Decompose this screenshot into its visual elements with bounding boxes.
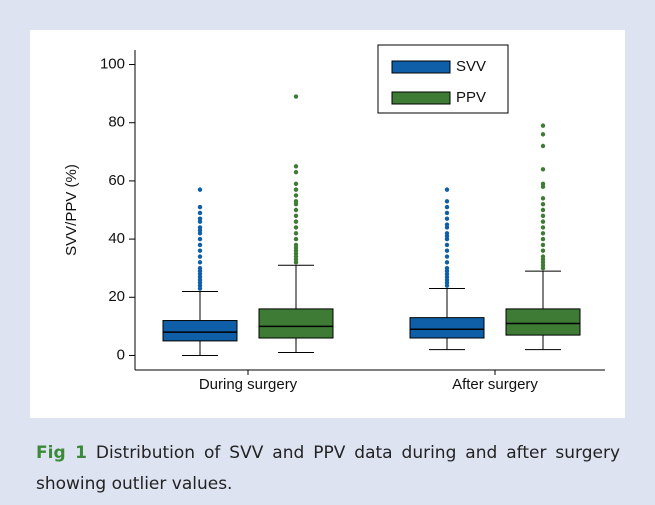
outlier [540,123,546,128]
legend-label: PPV [456,89,486,106]
x-tick-label: During surgery [199,376,298,393]
y-tick-label: 100 [100,56,125,73]
y-tick-label: 0 [117,346,125,363]
chart: SVV/PPV (%) 0 20 40 60 80 100 During surgery Af… [63,44,605,393]
outlier [444,216,450,221]
outlier [540,219,546,224]
caption: Fig 1 Distribution of SVV and PPV data d… [36,438,620,500]
box [505,308,581,336]
legend-swatch [391,60,451,74]
y-axis-label: SVV/PPV (%) [63,164,80,256]
outlier [444,210,450,216]
outlier [540,225,546,230]
outlier [293,242,299,248]
legend-swatch [391,91,451,105]
outlier [540,181,546,187]
outlier [540,132,546,137]
x-tick-label: After surgery [452,376,538,393]
outlier [293,207,299,213]
outlier [444,204,450,210]
outlier [293,94,299,99]
outlier [444,187,450,192]
outlier [444,265,450,271]
outlier [293,181,299,187]
y-tick-label: 40 [108,230,125,247]
outlier [540,143,546,149]
box [162,320,238,342]
outlier [197,265,203,271]
y-tick-label: 60 [108,172,125,189]
outlier [540,254,546,259]
outlier [197,210,203,216]
y-tick-label: 80 [108,114,125,131]
outlier [197,236,203,242]
outlier [293,231,299,236]
outlier [197,254,203,259]
outlier [293,236,299,242]
outlier [197,187,203,192]
outlier [293,225,299,230]
outlier [540,207,546,213]
outlier [540,167,546,172]
outlier [540,248,546,253]
outlier [197,248,203,253]
figure-panel [30,30,625,418]
outlier [540,213,546,219]
outlier [197,216,203,221]
outlier [293,219,299,224]
outlier [197,242,203,248]
outlier [444,199,450,204]
legend-label: SVV [456,58,486,75]
outlier [444,248,450,253]
outlier [197,204,203,210]
outlier [540,236,546,242]
outlier [540,196,546,201]
outlier [444,242,450,248]
y-tick-label: 20 [108,288,125,305]
outlier [197,260,203,265]
outlier [540,201,546,207]
outlier [293,213,299,219]
outlier [293,199,299,204]
outlier [540,242,546,248]
outlier [444,231,450,236]
box [258,308,334,339]
outlier [444,254,450,259]
caption-text: Distribution of SVV and PPV data during … [36,443,621,494]
outlier [293,164,299,169]
box [409,317,485,339]
caption-label: Fig 1 [36,443,87,463]
outlier [540,231,546,236]
outlier [444,222,450,227]
outlier [444,260,450,265]
outlier [293,193,299,198]
outlier [197,225,203,230]
outlier [293,169,299,175]
outlier [293,187,299,192]
